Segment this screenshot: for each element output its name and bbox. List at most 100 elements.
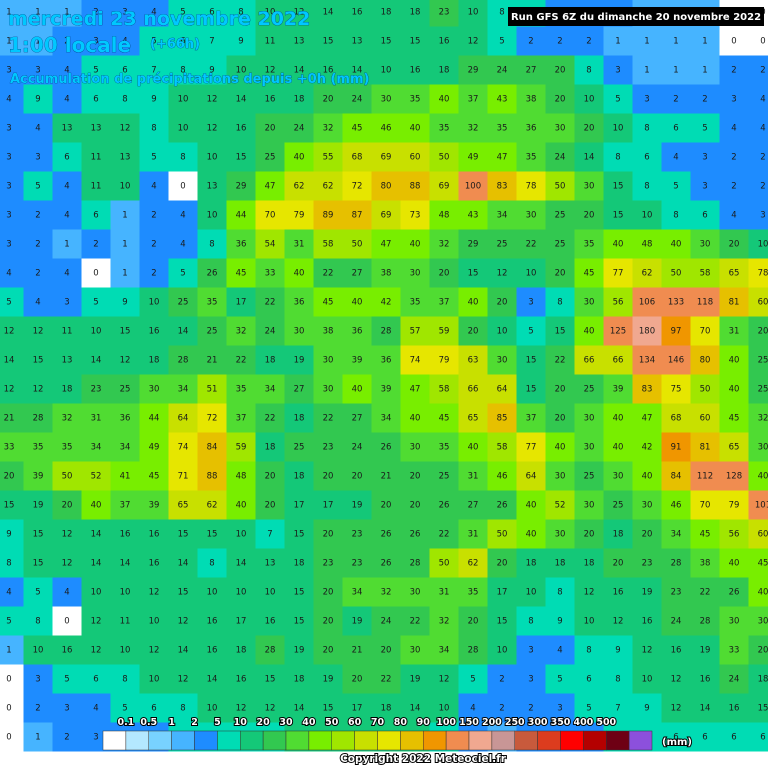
precip-cell <box>690 374 720 404</box>
precip-value: 6 <box>644 153 649 163</box>
precip-cell <box>284 171 314 201</box>
precip-cell <box>284 113 314 143</box>
legend-swatch <box>628 730 653 751</box>
precip-value: 2 <box>528 704 533 714</box>
legend-label: 50 <box>325 717 339 728</box>
run-info: Run GFS 6Z du dimanche 20 novembre 2022 <box>511 12 761 23</box>
precip-value: 47 <box>381 240 392 250</box>
precip-cell <box>632 490 662 520</box>
precip-cell <box>574 229 604 259</box>
precip-value: 1 <box>644 37 649 47</box>
precip-value: 25 <box>584 385 595 395</box>
legend-label: 80 <box>394 717 408 728</box>
precip-cell <box>487 432 517 462</box>
precip-value: 5 <box>673 182 678 192</box>
precip-cell <box>110 519 140 549</box>
precip-cell <box>226 229 256 259</box>
precip-value: 23 <box>323 443 334 453</box>
precip-value: 12 <box>584 588 595 598</box>
precip-value: 59 <box>236 443 247 453</box>
precip-value: 30 <box>584 298 595 308</box>
precip-value: 17 <box>294 501 305 511</box>
precip-cell <box>574 432 604 462</box>
precip-value: 16 <box>410 66 421 76</box>
precip-cell <box>342 26 372 56</box>
precip-cell <box>661 693 691 723</box>
precip-value: 20 <box>729 240 740 250</box>
precip-value: 79 <box>729 501 740 511</box>
precip-value: 6 <box>702 211 707 221</box>
precip-cell <box>661 461 691 491</box>
precip-cell <box>110 55 140 85</box>
precip-cell <box>168 229 198 259</box>
precip-value: 26 <box>381 530 392 540</box>
precip-cell <box>255 200 285 230</box>
precip-cell <box>284 548 314 578</box>
precip-value: 35 <box>410 298 421 308</box>
precip-value: 10 <box>468 8 479 18</box>
precip-cell <box>487 316 517 346</box>
precip-value: 27 <box>352 269 363 279</box>
precip-cell <box>0 55 24 85</box>
precip-value: 19 <box>33 501 44 511</box>
precip-cell <box>632 519 662 549</box>
precip-value: 5 <box>586 704 591 714</box>
precip-value: 27 <box>294 385 305 395</box>
precip-cell <box>197 403 227 433</box>
precip-cell <box>197 84 227 114</box>
precip-value: 66 <box>584 356 595 366</box>
precip-value: 8 <box>586 646 591 656</box>
precip-value: 39 <box>381 385 392 395</box>
precip-cell <box>226 664 256 694</box>
precip-value: 33 <box>4 443 15 453</box>
precip-value: 32 <box>236 327 247 337</box>
precip-value: 31 <box>729 327 740 337</box>
precip-value: 8 <box>209 559 214 569</box>
precip-value: 20 <box>323 646 334 656</box>
precip-value: 40 <box>410 240 421 250</box>
precip-cell <box>226 345 256 375</box>
precip-cell <box>632 664 662 694</box>
precip-value: 6 <box>180 37 185 47</box>
precip-value: 8 <box>238 8 243 18</box>
precip-value: 16 <box>236 124 247 134</box>
precip-value: 23 <box>352 559 363 569</box>
precip-cell <box>371 258 401 288</box>
precip-cell <box>110 403 140 433</box>
precip-value: 40 <box>468 443 479 453</box>
precip-cell <box>52 432 82 462</box>
precip-cell <box>719 142 749 172</box>
precip-value: 40 <box>758 472 768 482</box>
precip-value: 25 <box>294 443 305 453</box>
legend-swatch <box>217 730 241 751</box>
precip-value: 15 <box>613 211 624 221</box>
precip-cell <box>516 55 546 85</box>
precip-value: 6 <box>673 733 678 743</box>
precip-value: 40 <box>526 501 537 511</box>
precip-cell <box>168 606 198 636</box>
precip-cell <box>429 432 459 462</box>
precip-cell <box>458 171 488 201</box>
legend-swatch <box>102 730 127 751</box>
precip-cell <box>284 258 314 288</box>
precip-value: 45 <box>236 269 247 279</box>
precip-value: 4 <box>93 704 98 714</box>
precip-value: 20 <box>323 95 334 105</box>
precip-cell <box>284 229 314 259</box>
precip-value: 10 <box>497 327 508 337</box>
precip-value: 40 <box>294 269 305 279</box>
precip-value: 22 <box>410 617 421 627</box>
precip-cell <box>516 403 546 433</box>
precip-value: 32 <box>439 240 450 250</box>
precip-value: 65 <box>468 414 479 424</box>
precip-cell <box>52 0 82 27</box>
precip-value: 4 <box>35 124 40 134</box>
precip-value: 16 <box>236 675 247 685</box>
precip-value: 3 <box>557 704 562 714</box>
precip-cell <box>603 374 633 404</box>
precip-value: 29 <box>468 66 479 76</box>
precip-cell <box>342 403 372 433</box>
precip-value: 5 <box>93 298 98 308</box>
legend-swatch <box>560 730 584 751</box>
precip-cell <box>313 26 343 56</box>
